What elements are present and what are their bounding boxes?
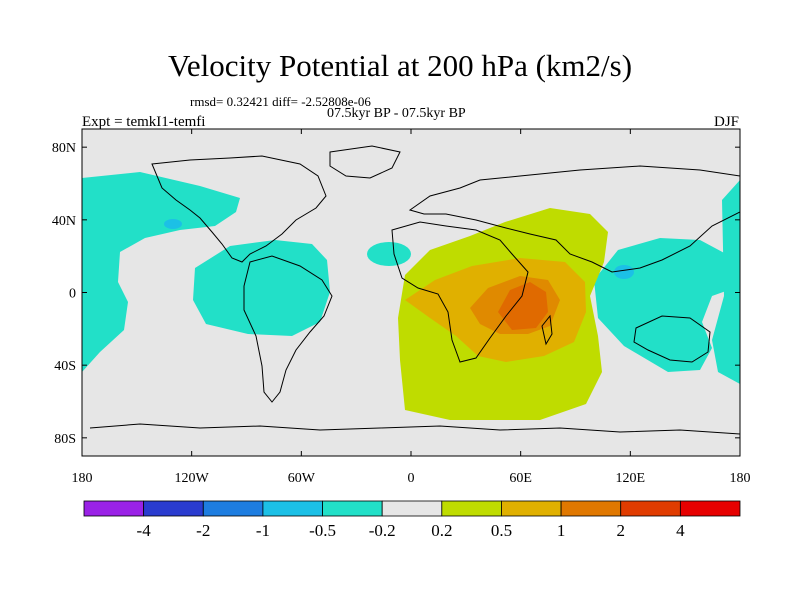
- colorbar-swatch: [143, 500, 204, 517]
- coast-antarctica: [89, 423, 740, 435]
- contour-fill-neg-maritime-core: [614, 265, 634, 279]
- colorbar-swatch: [679, 500, 741, 517]
- colorbar-swatch: [441, 500, 502, 517]
- colorbar-label: -1: [256, 521, 270, 540]
- coast-eurasia: [408, 165, 740, 273]
- colorbar-label: 0.5: [491, 521, 512, 540]
- lat-tick-label: 40N: [52, 214, 76, 229]
- coastlines: [89, 145, 740, 435]
- colorbar-swatch: [202, 500, 264, 517]
- contour-fill-pos-2: [498, 282, 548, 330]
- experiment-label: Expt = temkI1-temfi: [82, 114, 206, 130]
- colorbar-swatch: [83, 500, 145, 517]
- lat-tick-label: 40S: [54, 359, 76, 374]
- colorbar-label: -2: [196, 521, 210, 540]
- lon-tick-label: 60E: [509, 471, 532, 486]
- colorbar-label: 1: [557, 521, 566, 540]
- colorbar-label: -4: [137, 521, 152, 540]
- lon-tick-label: 180: [730, 471, 751, 486]
- colorbar-label: 4: [676, 521, 685, 540]
- chart-subtitle: 07.5kyr BP - 07.5kyr BP: [327, 106, 466, 121]
- colorbar-label: 2: [616, 521, 625, 540]
- lon-axis: 180 120W 60W 0 60E 120E 180: [72, 129, 751, 486]
- coast-madagascar: [541, 314, 553, 346]
- lon-tick-label: 120W: [175, 471, 210, 486]
- colorbar-labels: -4 -2 -1 -0.5 -0.2 0.2 0.5 1 2 4: [137, 521, 686, 540]
- colorbar-label: -0.5: [309, 521, 336, 540]
- lon-tick-label: 0: [408, 471, 415, 486]
- colorbar-label: -0.2: [369, 521, 396, 540]
- colorbar-boxes: [83, 500, 741, 517]
- colorbar-swatch: [322, 500, 383, 517]
- coast-south-america: [243, 255, 333, 403]
- season-label: DJF: [713, 114, 739, 130]
- stats-line: rmsd= 0.32421 diff= -2.52808e-06: [190, 94, 371, 109]
- colorbar-swatch: [620, 500, 681, 517]
- colorbar-swatch: [262, 500, 323, 517]
- coast-greenland: [329, 145, 401, 179]
- lat-axis: 80N 40N 0 40S 80S: [52, 141, 740, 447]
- contour-fill-neg-pacific-core: [164, 219, 182, 229]
- lat-tick-label: 0: [69, 287, 76, 302]
- lon-tick-label: 60W: [288, 471, 316, 486]
- contour-fill-neg-pacific: [82, 172, 240, 372]
- contour-fill-neg-pacific-east: [712, 180, 740, 384]
- coast-australia: [633, 315, 711, 363]
- colorbar-swatch: [501, 500, 562, 517]
- contour-fill-neg-atlantic: [367, 242, 411, 266]
- lat-tick-label: 80N: [52, 141, 76, 156]
- colorbar-swatch: [381, 500, 443, 517]
- colorbar-swatch: [560, 500, 622, 517]
- colorbar-label: 0.2: [431, 521, 452, 540]
- chart-title: Velocity Potential at 200 hPa (km2/s): [167, 48, 633, 83]
- lon-tick-label: 180: [72, 471, 93, 486]
- coast-north-america: [151, 155, 327, 263]
- lon-tick-label: 120E: [616, 471, 646, 486]
- coast-africa: [391, 221, 529, 363]
- lat-tick-label: 80S: [54, 432, 76, 447]
